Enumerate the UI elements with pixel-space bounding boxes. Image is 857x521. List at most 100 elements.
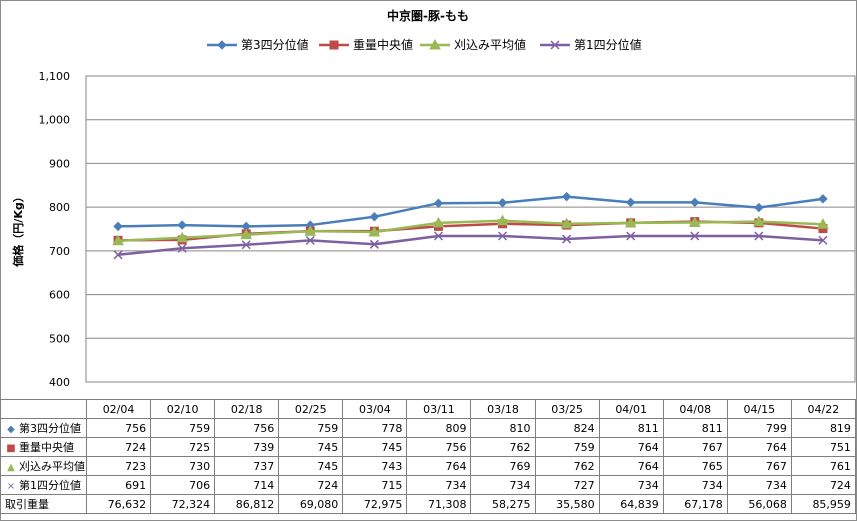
table-row: × 第1四分位値 691 706 714 724 715 734 734 727 734 734 734… [0,475,856,495]
chart-title: 中京圏-豚-もも [387,8,469,23]
data-point [817,218,829,229]
data-label: 745 [278,456,344,476]
data-label: 764 [598,456,664,476]
table-cell: 56,068 [726,494,792,514]
x-tick-label: 02/10 [150,399,216,419]
data-point [217,40,227,50]
plot-area [112,191,829,260]
data-point [626,197,636,208]
data-label: 767 [726,456,792,476]
data-point [369,212,380,222]
data-label: 810 [470,418,536,438]
data-label: 769 [470,456,536,476]
legend-key-icon: ▲ [7,462,15,473]
table-row-label: ▲ 刈込み平均値 [0,456,87,476]
data-label: 734 [726,475,792,495]
data-label: 734 [598,475,664,495]
data-point [624,216,637,228]
legend-item: 重量中央値 [319,37,413,52]
data-point [562,234,572,244]
data-point [329,40,339,50]
data-point [113,221,123,232]
series-line [117,219,824,243]
legend-key-icon: ■ [6,443,16,454]
data-label: 819 [790,418,856,438]
x-tick-label: 04/08 [662,399,728,419]
table-cell: 86,812 [214,494,280,514]
data-point [497,198,508,208]
x-tick-label: 02/04 [85,399,152,419]
x-tick-label: 04/15 [726,399,792,419]
data-point [561,191,572,202]
data-point [304,225,317,236]
series-line [118,195,824,228]
data-point [626,231,636,241]
data-point [369,239,379,249]
series-name: 重量中央値 [19,441,74,454]
y-axis-label: 価格（円/Kg） [11,191,25,267]
y-tick-label: 900 [49,157,70,170]
table-cell: 35,580 [534,494,600,514]
data-label: 730 [150,456,216,476]
x-tick-label: 04/01 [598,399,664,419]
data-point [305,235,315,245]
data-point [240,228,253,240]
data-label: 811 [662,418,728,438]
data-label: 778 [342,418,408,438]
y-tick-label: 400 [49,376,70,389]
data-label: 724 [85,437,152,457]
series-name: 刈込み平均値 [19,460,85,473]
data-point [550,40,560,50]
data-label: 756 [406,437,472,457]
table-cell: 71,308 [406,494,472,514]
legend-label: 重量中央値 [353,37,413,52]
data-label: 762 [534,456,600,476]
data-label: 743 [342,456,408,476]
data-label: 725 [150,437,216,457]
data-point [818,235,828,245]
y-tick-label: 800 [49,201,70,214]
data-point [560,217,573,229]
data-label: 799 [726,418,792,438]
data-label: 723 [85,456,152,476]
x-tick-label: 04/22 [790,399,856,419]
data-point [368,226,381,237]
data-label: 737 [214,456,280,476]
series-name: 第1四分位値 [19,479,81,492]
legend-label: 第3四分位値 [241,37,309,52]
table-cell: 72,975 [342,494,408,514]
data-label: 809 [406,418,472,438]
table-row-label: ◆ 第3四分位値 [0,418,87,438]
data-label: 724 [278,475,344,495]
data-point [688,216,701,227]
x-tick-label: 03/25 [534,399,600,419]
legend-label: 第1四分位値 [574,37,642,52]
table-row-label: 取引重量 [0,494,87,514]
data-label: 724 [790,475,856,495]
data-point [176,231,188,243]
x-tick-label: 02/18 [214,399,280,419]
x-tick-label: 02/25 [278,399,344,419]
data-label: 764 [406,456,472,476]
data-point [818,194,828,204]
table-cell: 72,324 [150,494,216,514]
x-tick-label: 03/18 [470,399,536,419]
legend-item: 第1四分位値 [540,37,642,52]
table-cell: 85,959 [790,494,856,514]
series-line [118,220,824,242]
legend-label: 刈込み平均値 [454,37,526,52]
legend-item: 第3四分位値 [207,37,309,52]
data-label: 759 [278,418,344,438]
table-row: ◆ 第3四分位値 756 759 756 759 778 809 810 824 811 811 799… [0,418,856,438]
data-point [112,234,124,246]
data-label: 734 [470,475,536,495]
data-label: 739 [214,437,280,457]
data-point [690,197,700,208]
data-point [433,198,444,208]
data-label: 691 [85,475,152,495]
y-tick-label: 700 [49,245,70,258]
data-point [177,220,187,230]
data-label: 811 [598,418,664,438]
data-point [433,231,443,241]
data-label: 734 [406,475,472,495]
